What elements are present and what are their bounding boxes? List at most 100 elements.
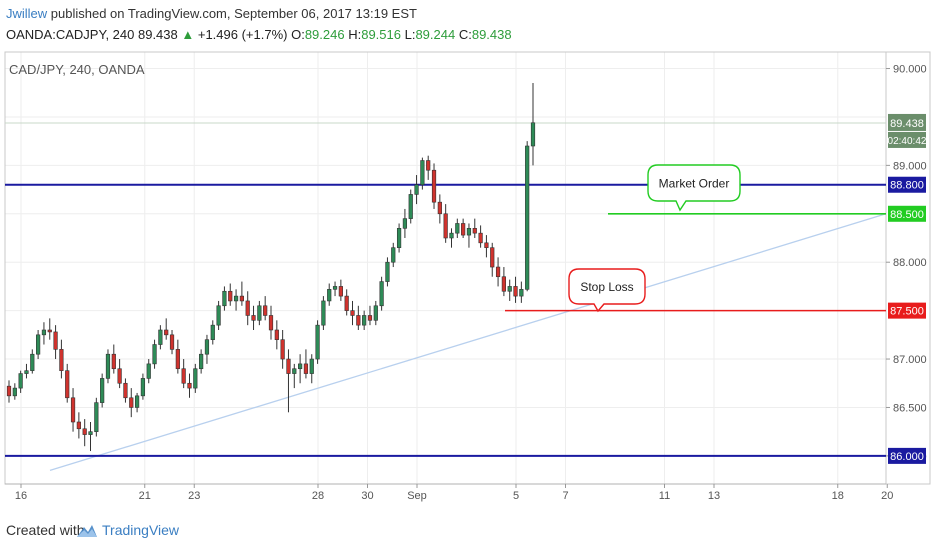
- high-label: H:: [344, 27, 362, 42]
- candle: [478, 225, 483, 248]
- symbol-info: OANDA:CADJPY, 240 89.438: [6, 27, 182, 42]
- candle-body: [280, 339, 285, 360]
- candle-body: [129, 397, 134, 408]
- candle-body: [152, 344, 157, 365]
- candle: [158, 325, 163, 350]
- x-tick-label: 21: [139, 490, 151, 502]
- tradingview-logo-icon[interactable]: [76, 521, 98, 539]
- candle: [263, 296, 268, 321]
- candle-body: [88, 431, 93, 435]
- level-88800-tag: [888, 176, 926, 193]
- candle-body: [59, 349, 64, 371]
- candle: [187, 373, 192, 398]
- candle-body: [298, 363, 303, 370]
- candle-body: [216, 305, 221, 326]
- candle-body: [431, 169, 437, 203]
- candle: [519, 281, 524, 303]
- x-tick-label: 5: [513, 490, 519, 502]
- candle-body: [134, 395, 140, 408]
- publish-line: Jwillew published on TradingView.com, Se…: [6, 6, 417, 21]
- candle-body: [461, 223, 466, 236]
- candle-body: [530, 122, 536, 147]
- level-86000-tag-label: 86.000: [890, 451, 924, 463]
- candle-body: [350, 310, 355, 316]
- candle: [344, 289, 349, 316]
- candle-body: [36, 334, 41, 355]
- market-order-callout-bubble: [647, 164, 741, 212]
- candle-body: [193, 368, 198, 389]
- candle-body: [367, 315, 373, 321]
- candle: [152, 339, 157, 369]
- candle: [525, 141, 530, 292]
- published-text: published on TradingView.com, September …: [47, 6, 417, 21]
- tradingview-brand[interactable]: TradingView: [102, 522, 180, 538]
- author-link[interactable]: Jwillew: [6, 6, 48, 21]
- candle: [274, 320, 279, 350]
- open-value: 89.246: [304, 27, 345, 42]
- candle: [449, 228, 454, 248]
- candle-body: [519, 289, 524, 297]
- price-change: +1.496 (+1.7%): [197, 27, 288, 42]
- candle: [391, 242, 396, 268]
- candle: [356, 305, 361, 330]
- candle-body: [309, 358, 314, 374]
- candle: [437, 194, 442, 224]
- candle: [216, 300, 221, 330]
- x-tick-label: 28: [312, 490, 324, 502]
- candle-body: [321, 300, 326, 326]
- candle: [65, 363, 70, 403]
- candle: [193, 363, 198, 393]
- candle-body: [94, 402, 99, 432]
- candle: [117, 359, 122, 389]
- candle-body: [199, 353, 204, 370]
- candle-body: [245, 300, 250, 316]
- candle-body: [117, 368, 122, 384]
- trendline-segment: [49, 213, 887, 472]
- candle: [414, 175, 419, 205]
- candle-body: [373, 305, 378, 321]
- close-label: C:: [455, 27, 472, 42]
- candle: [443, 204, 448, 243]
- candle-body: [286, 358, 291, 374]
- countdown-label: 02:40:42: [888, 136, 927, 147]
- candlestick-chart[interactable]: Market Order Stop Loss 90.000 89.000 88.000…: [0, 50, 932, 512]
- candle-body: [315, 324, 320, 360]
- last-price-tag: [888, 113, 926, 131]
- y-tick-label: 87.000: [893, 354, 927, 366]
- candle-body: [204, 339, 210, 355]
- candle: [315, 320, 320, 364]
- candle-body: [164, 329, 169, 336]
- candle: [111, 344, 116, 374]
- candle-body: [222, 290, 227, 307]
- candle: [204, 334, 210, 364]
- candle: [373, 300, 378, 326]
- candle: [530, 83, 536, 166]
- candle: [12, 383, 17, 400]
- candle: [455, 218, 460, 238]
- candle: [385, 257, 390, 287]
- candle: [362, 310, 367, 330]
- candle-body: [525, 145, 530, 290]
- candle: [268, 305, 274, 340]
- candle: [53, 325, 58, 360]
- candle-body: [292, 368, 297, 374]
- x-tick-label: Sep: [407, 490, 427, 502]
- stop-loss-callout[interactable]: Stop Loss: [568, 268, 646, 313]
- level-88800-tag-label: 88.800: [890, 180, 924, 192]
- publish-header: Jwillew published on TradingView.com, Se…: [0, 0, 932, 50]
- candle: [239, 281, 244, 306]
- candle-body: [146, 363, 151, 379]
- candle: [332, 281, 338, 297]
- grid: [5, 52, 888, 484]
- candle-body: [65, 370, 70, 399]
- candle-body: [263, 305, 268, 316]
- stop-loss-callout-text: Stop Loss: [580, 280, 633, 294]
- candle-body: [408, 194, 413, 219]
- market-order-callout[interactable]: Market Order: [647, 164, 741, 212]
- candle-body: [501, 276, 506, 292]
- chart-area[interactable]: Market Order Stop Loss 90.000 89.000 88.000…: [0, 50, 932, 512]
- x-tick-label: 11: [659, 490, 670, 502]
- candle: [100, 373, 105, 408]
- candle-body: [111, 353, 116, 370]
- y-tick-label: 90.000: [893, 64, 927, 76]
